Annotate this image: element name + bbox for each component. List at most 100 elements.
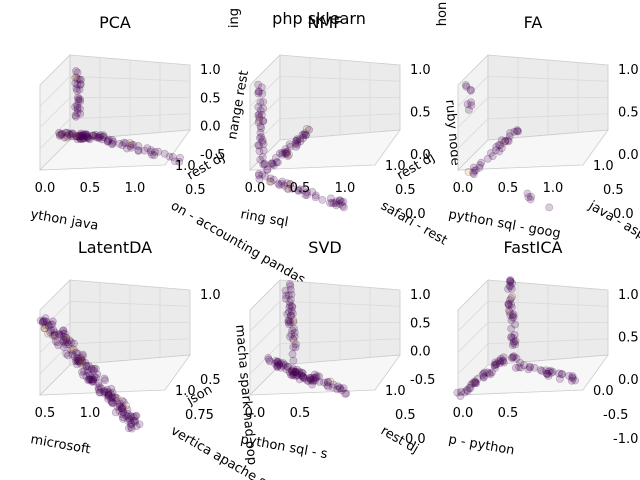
data-point xyxy=(287,295,295,304)
data-point xyxy=(338,386,346,395)
data-point xyxy=(40,324,49,332)
data-point xyxy=(51,337,60,346)
data-point xyxy=(299,374,308,382)
data-point xyxy=(171,157,179,166)
data-point xyxy=(122,401,130,410)
data-point xyxy=(286,285,295,294)
x-tick-label: 0.5 xyxy=(80,181,101,196)
data-point xyxy=(104,136,113,145)
data-point xyxy=(285,303,294,312)
data-point xyxy=(113,402,122,411)
grid-line xyxy=(487,113,609,120)
data-point xyxy=(123,409,132,418)
data-point xyxy=(511,340,519,349)
data-point xyxy=(63,128,72,137)
data-point xyxy=(526,362,534,371)
data-point xyxy=(39,317,48,325)
data-point xyxy=(508,311,517,320)
data-point xyxy=(59,332,68,341)
data-point xyxy=(471,377,480,386)
data-point xyxy=(44,322,53,330)
data-point xyxy=(267,159,276,167)
grid-line xyxy=(39,300,71,332)
data-point xyxy=(506,311,515,319)
data-point xyxy=(310,370,319,379)
data-point xyxy=(79,130,88,139)
data-point xyxy=(296,137,305,146)
data-point xyxy=(119,413,127,421)
y-tick-label: 0.75 xyxy=(185,408,214,423)
data-point xyxy=(151,148,159,156)
grid-line xyxy=(39,343,71,375)
subplot-title: PCA xyxy=(99,13,131,32)
data-point xyxy=(70,345,78,354)
data-point xyxy=(311,376,319,385)
data-point xyxy=(129,413,138,421)
data-point xyxy=(285,298,294,307)
data-point xyxy=(332,199,340,207)
data-point xyxy=(259,140,268,148)
subplot-title: FastICA xyxy=(504,238,563,257)
data-point xyxy=(308,187,317,196)
data-point xyxy=(285,308,293,317)
y-tick-label: 0.5 xyxy=(185,183,206,198)
data-point xyxy=(536,366,545,374)
data-point xyxy=(463,100,472,109)
data-point xyxy=(498,357,507,366)
y-tick-label: 0.0 xyxy=(405,432,426,447)
data-point xyxy=(510,331,519,339)
data-point xyxy=(514,127,523,136)
data-point xyxy=(284,318,293,327)
data-point xyxy=(59,337,67,346)
z-tick-label: 0.5 xyxy=(410,316,431,331)
data-point xyxy=(298,369,307,378)
data-point xyxy=(292,368,301,377)
data-point xyxy=(96,388,105,397)
data-point xyxy=(85,135,94,144)
y-axis-label: rest dj xyxy=(378,423,421,456)
subplot-title: LatentDA xyxy=(78,238,152,257)
data-point xyxy=(281,148,289,157)
data-point xyxy=(126,416,135,425)
data-point xyxy=(73,354,82,362)
x-tick-label: 1.0 xyxy=(125,181,146,196)
data-point xyxy=(318,195,327,204)
x-tick-label: 0.5 xyxy=(498,181,519,196)
data-point xyxy=(255,87,264,96)
data-point xyxy=(269,175,278,184)
data-point xyxy=(497,136,506,145)
data-point xyxy=(77,360,86,368)
data-point xyxy=(41,314,50,322)
z-tick-label: 0.0 xyxy=(410,345,431,360)
data-point xyxy=(94,379,102,387)
data-point xyxy=(567,376,576,385)
data-point xyxy=(127,412,136,420)
data-point xyxy=(516,358,524,367)
data-point xyxy=(129,141,138,149)
data-point xyxy=(274,179,283,188)
data-point xyxy=(286,142,295,151)
x-tick-label: 0.0 xyxy=(453,181,474,196)
data-point xyxy=(509,353,518,362)
data-point xyxy=(108,388,117,397)
data-point xyxy=(471,378,480,387)
data-point xyxy=(85,375,93,384)
subplot-title: SVD xyxy=(308,238,341,257)
data-point xyxy=(278,148,287,157)
data-point xyxy=(73,68,82,77)
data-point xyxy=(46,328,54,337)
data-point xyxy=(339,384,348,393)
data-point xyxy=(73,103,82,112)
data-point xyxy=(467,98,475,107)
data-point xyxy=(511,337,520,346)
data-point xyxy=(461,81,470,89)
data-point xyxy=(569,374,577,383)
data-point xyxy=(499,356,507,365)
data-point xyxy=(74,357,82,366)
data-point xyxy=(119,407,128,416)
data-point xyxy=(273,363,282,371)
data-point xyxy=(75,356,84,365)
data-point xyxy=(107,390,115,398)
data-point xyxy=(150,151,159,160)
data-point xyxy=(513,127,522,136)
